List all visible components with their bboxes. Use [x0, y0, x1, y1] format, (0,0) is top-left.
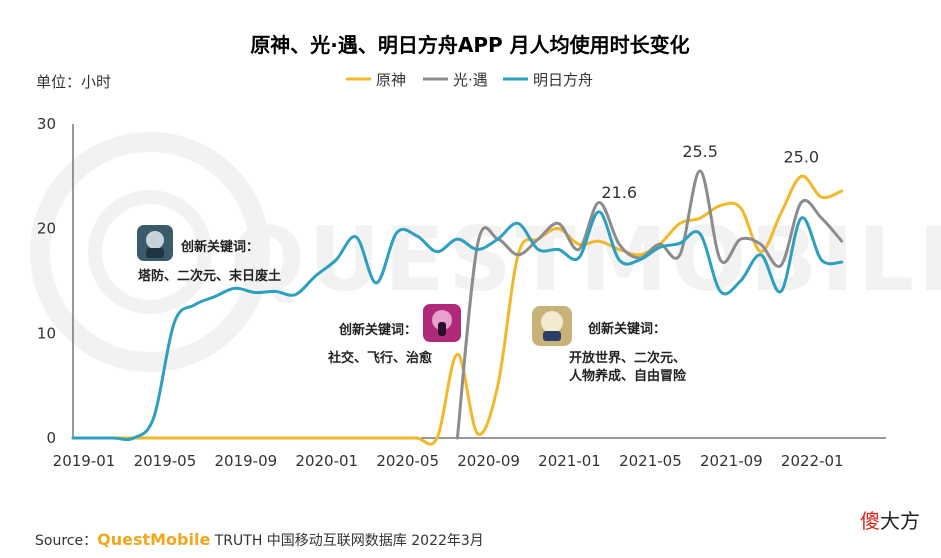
y-tick-label: 0 — [46, 429, 56, 447]
unit-label: 单位：小时 — [36, 73, 111, 91]
legend-label-arknights: 明日方舟 — [533, 71, 593, 89]
annotation-genshin: 创新关键词： 开放世界、二次元、 人物养成、自由冒险 — [532, 306, 687, 384]
series-lines — [71, 169, 844, 446]
source-brand: QuestMobile — [97, 530, 210, 549]
source-prefix: Source： — [35, 533, 97, 549]
x-ticks: 2019-01 2019-05 2019-09 2020-01 2020-05 2020-… — [53, 452, 844, 470]
x-tick-label: 2019-01 — [53, 452, 116, 470]
annotation-text: 开放世界、二次元、 — [569, 350, 686, 366]
annotation-text: 社交、飞行、治愈 — [327, 350, 433, 366]
x-tick-label: 2019-09 — [214, 452, 277, 470]
legend-label-genshin: 原神 — [376, 71, 406, 89]
legend-label-sky: 光·遇 — [453, 71, 488, 89]
y-ticks: 0 10 20 30 — [37, 115, 56, 447]
x-tick-label: 2019-05 — [134, 452, 197, 470]
peak-label: 21.6 — [601, 183, 637, 202]
y-tick-label: 30 — [37, 115, 56, 133]
annotation-sky: 创新关键词： 社交、飞行、治愈 — [327, 304, 461, 366]
watermark: QUESTMOBILE — [30, 132, 941, 372]
x-tick-label: 2020-09 — [457, 452, 520, 470]
x-tick-label: 2020-01 — [295, 452, 358, 470]
series-line-arknights — [71, 210, 844, 442]
peak-label: 25.5 — [682, 142, 718, 161]
series-line-sky — [455, 169, 844, 440]
x-tick-label: 2021-05 — [619, 452, 682, 470]
source-line: Source：QuestMobile TRUTH 中国移动互联网数据库 2022… — [35, 530, 484, 549]
legend: 原神 光·遇 明日方舟 — [346, 71, 593, 89]
y-tick-label: 20 — [37, 220, 56, 238]
x-tick-label: 2021-09 — [700, 452, 763, 470]
x-tick-label: 2022-01 — [781, 452, 844, 470]
corner-logo: 傻大方 — [860, 509, 920, 533]
annotation-title: 创新关键词： — [180, 239, 259, 255]
x-tick-label: 2020-05 — [376, 452, 439, 470]
x-tick-label: 2021-01 — [538, 452, 601, 470]
chart-title: 原神、光·遇、明日方舟APP 月人均使用时长变化 — [250, 33, 689, 57]
corner-logo-first: 傻 — [860, 509, 880, 533]
peak-labels: 21.6 25.5 25.0 — [601, 142, 819, 202]
annotation-arknights: 创新关键词： 塔防、二次元、末日废土 — [137, 225, 281, 284]
corner-logo-rest: 大方 — [880, 509, 920, 533]
annotation-title: 创新关键词： — [587, 321, 666, 337]
source-suffix: TRUTH 中国移动互联网数据库 2022年3月 — [210, 533, 484, 549]
peak-label: 25.0 — [783, 147, 819, 166]
annotation-title: 创新关键词： — [338, 322, 417, 338]
y-tick-label: 10 — [37, 324, 56, 342]
annotation-text: 人物养成、自由冒险 — [569, 368, 687, 384]
annotation-text: 塔防、二次元、末日废土 — [138, 268, 281, 284]
